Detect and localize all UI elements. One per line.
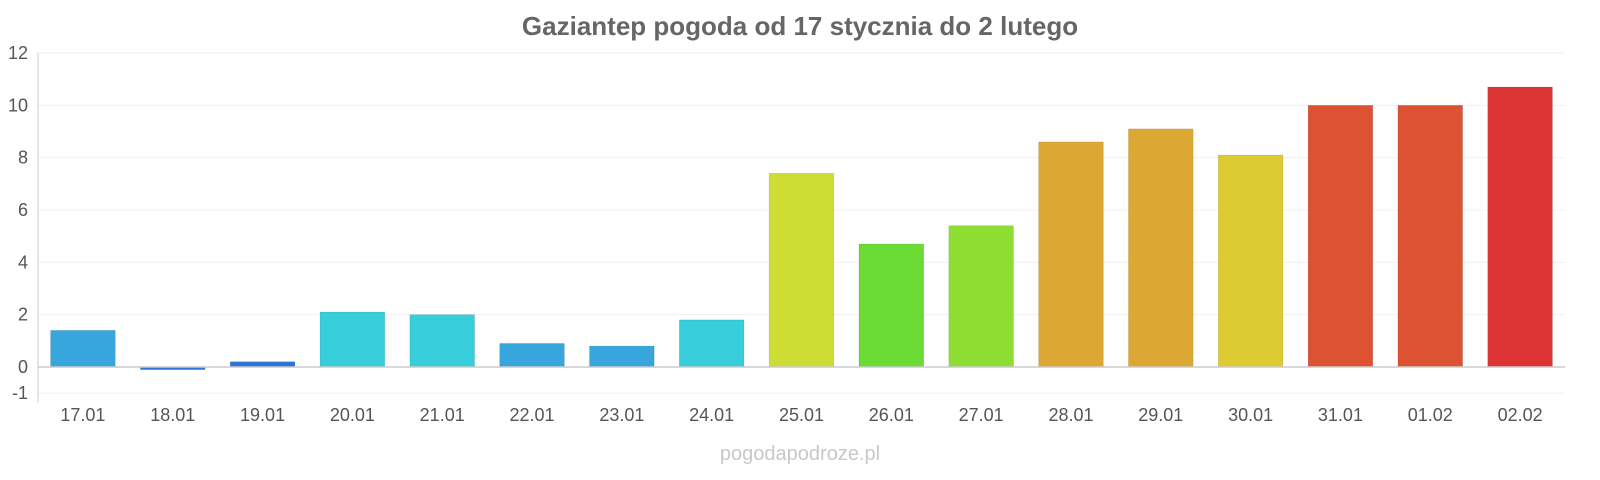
x-tick-label: 29.01 [1138,405,1183,425]
bar-28.01 [1038,141,1104,368]
bar-29.01 [1128,128,1194,368]
bar-31.01 [1307,105,1374,368]
x-tick-label: 27.01 [959,405,1004,425]
x-tick-label: 23.01 [599,405,644,425]
x-tick-label: 26.01 [869,405,914,425]
bar-26.01 [858,243,924,368]
x-tick-label: 30.01 [1228,405,1273,425]
bars [50,86,1553,370]
bar-25.01 [768,173,835,368]
bar-24.01 [679,319,745,368]
y-tick-label: 2 [18,305,28,325]
bar-30.01 [1217,154,1284,368]
x-tick-label: 19.01 [240,405,285,425]
bar-23.01 [589,345,655,368]
y-tick-label: 12 [8,43,28,63]
bar-17.01 [50,330,116,368]
bar-20.01 [319,311,386,368]
y-tick-label: -1 [12,383,28,403]
y-axis-ticks: 12 10 8 6 4 2 0 -1 [8,43,28,403]
x-tick-label: 28.01 [1048,405,1093,425]
axes [37,53,1565,404]
y-tick-label: 4 [18,252,28,272]
x-tick-label: 22.01 [510,405,555,425]
x-tick-label: 18.01 [150,405,195,425]
bar-02.02 [1487,86,1553,368]
bar-27.01 [948,225,1014,368]
x-tick-label: 31.01 [1318,405,1363,425]
y-tick-label: 0 [18,357,28,377]
x-tick-label: 24.01 [689,405,734,425]
y-tick-label: 6 [18,200,28,220]
bar-19.01 [229,361,296,368]
x-tick-label: 21.01 [420,405,465,425]
y-tick-label: 10 [8,95,28,115]
chart-title: Gaziantep pogoda od 17 stycznia do 2 lut… [522,11,1078,41]
bar-01.02 [1397,105,1463,368]
x-tick-label: 02.02 [1498,405,1543,425]
x-tick-label: 20.01 [330,405,375,425]
watermark: pogodapodroze.pl [720,443,880,465]
bar-22.01 [499,343,565,368]
x-tick-label: 25.01 [779,405,824,425]
bar-21.01 [409,314,475,368]
x-axis-ticks: 17.01 18.01 19.01 20.01 21.01 22.01 23.01 24.01… [60,405,1542,425]
x-tick-label: 17.01 [60,405,105,425]
y-tick-label: 8 [18,148,28,168]
x-tick-label: 01.02 [1408,405,1453,425]
